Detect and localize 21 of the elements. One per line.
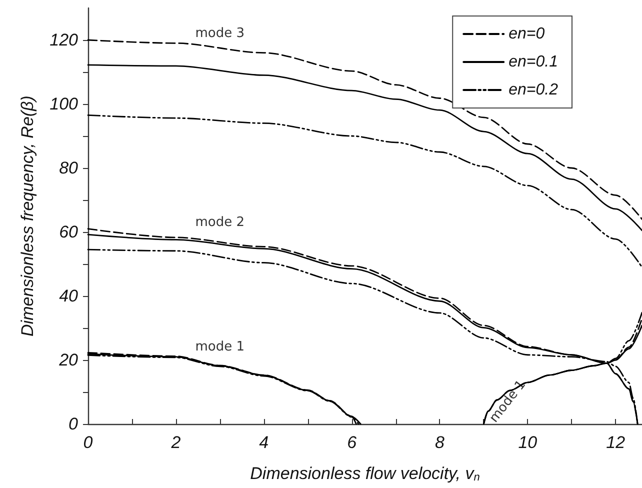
x-tick-label: 4 — [259, 433, 269, 452]
x-tick-label: 10 — [518, 433, 538, 452]
x-tick-label: 6 — [347, 433, 358, 452]
legend-label: en=0 — [508, 26, 545, 42]
y-tick-label: 60 — [59, 222, 79, 242]
y-axis-title: Dimensionless frequency, Re(β) — [18, 96, 37, 336]
annotation: mode 1 — [195, 340, 245, 355]
annotation: mode 2 — [195, 214, 245, 230]
legend-label: en=0.1 — [508, 54, 558, 70]
y-tick-label: 0 — [68, 414, 79, 434]
x-tick-label: 0 — [83, 433, 94, 452]
legend-label: en=0.2 — [508, 82, 558, 98]
x-tick-label: 12 — [606, 433, 626, 452]
y-tick-label: 100 — [50, 94, 79, 114]
x-tick-label: 2 — [170, 433, 182, 452]
y-tick-label: 40 — [59, 286, 79, 306]
y-tick-label: 20 — [58, 350, 79, 370]
x-tick-label: 8 — [435, 433, 446, 452]
annotation: mode 3 — [195, 26, 245, 42]
y-tick-label: 120 — [50, 30, 79, 50]
y-tick-label: 80 — [59, 158, 79, 178]
